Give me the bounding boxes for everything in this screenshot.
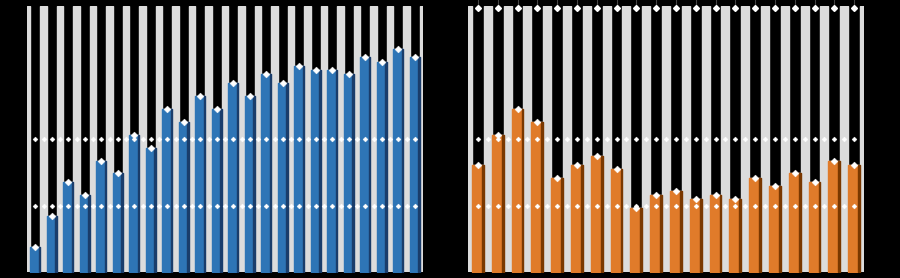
Polygon shape xyxy=(27,6,423,272)
Polygon shape xyxy=(468,6,864,272)
